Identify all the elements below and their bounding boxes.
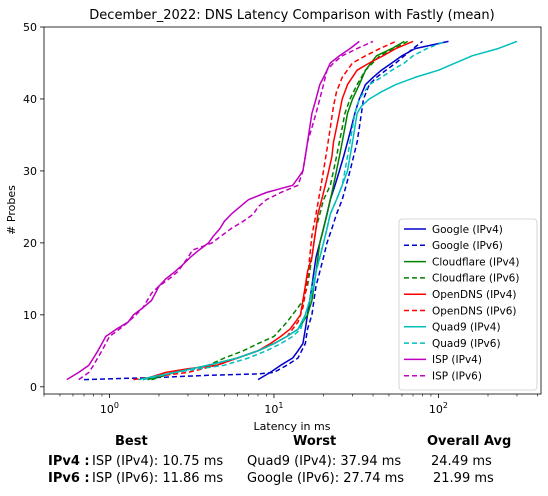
ipv4-best: ISP (IPv4): 10.75 ms [92,454,224,469]
series-line-cloudflare-ipv6 [151,40,409,381]
plot-frame [43,26,542,395]
y-tick-label: 20 [23,237,37,250]
x-tick-label: 101 [264,401,283,416]
y-tick-label: 30 [23,165,37,178]
legend-label: OpenDNS (IPv6) [432,305,517,317]
x-axis-label: Latency in ms [254,420,331,432]
series-line-isp-ipv4 [66,40,360,381]
x-tick-label: 102 [429,401,448,416]
series-line-google-ipv6 [83,40,423,381]
series-line-quad9-ipv4 [138,40,518,381]
legend-label: Quad9 (IPv4) [432,322,501,334]
ipv6-worst: Google (IPv6): 27.74 ms [247,471,405,486]
legend-label: Cloudflare (IPv4) [432,256,519,268]
ipv6-best: ISP (IPv6): 11.86 ms [92,471,224,486]
summary-stats: Best Worst Overall Avg IPv4 : ISP (IPv4)… [0,432,548,496]
series-line-opendns-ipv6 [133,40,397,381]
latency-chart: December_2022: DNS Latency Comparison wi… [5,8,542,432]
legend: Google (IPv4) Google (IPv6) Cloudflare (IP… [398,218,538,391]
legend-label: Cloudflare (IPv6) [432,273,519,285]
legend-label: Quad9 (IPv6) [432,338,501,350]
y-axis-label: # Probes [5,185,18,235]
y-tick-label: 0 [30,381,37,394]
series-line-isp-ipv6 [78,40,374,381]
y-tick-label: 10 [23,309,37,322]
ipv4-worst: Quad9 (IPv4): 37.94 ms [247,454,402,469]
legend-label: Google (IPv6) [432,240,503,252]
legend-label: ISP (IPv4) [432,354,482,366]
ipv6-row-label: IPv6 : [48,471,90,486]
ipv4-avg: 24.49 ms [431,454,492,469]
x-axis: 100 101 102 [43,394,538,416]
y-axis: 0 10 20 30 40 50 [23,21,44,394]
y-tick-label: 40 [23,93,37,106]
legend-label: OpenDNS (IPv4) [432,289,517,301]
legend-label: ISP (IPv6) [432,371,482,383]
ipv6-avg: 21.99 ms [433,471,494,486]
series-line-cloudflare-ipv4 [147,40,405,381]
chart-title: December_2022: DNS Latency Comparison wi… [89,8,494,23]
x-tick-label: 100 [100,401,119,416]
series-layer [66,40,518,381]
ipv4-row-label: IPv4 : [48,454,90,469]
series-line-quad9-ipv6 [142,40,446,381]
worst-header: Worst [293,434,337,449]
legend-label: Google (IPv4) [432,224,503,236]
legend-box [398,218,538,391]
avg-header: Overall Avg [427,434,512,449]
best-header: Best [115,434,148,449]
y-tick-label: 50 [23,21,37,34]
series-line-opendns-ipv4 [142,40,414,381]
